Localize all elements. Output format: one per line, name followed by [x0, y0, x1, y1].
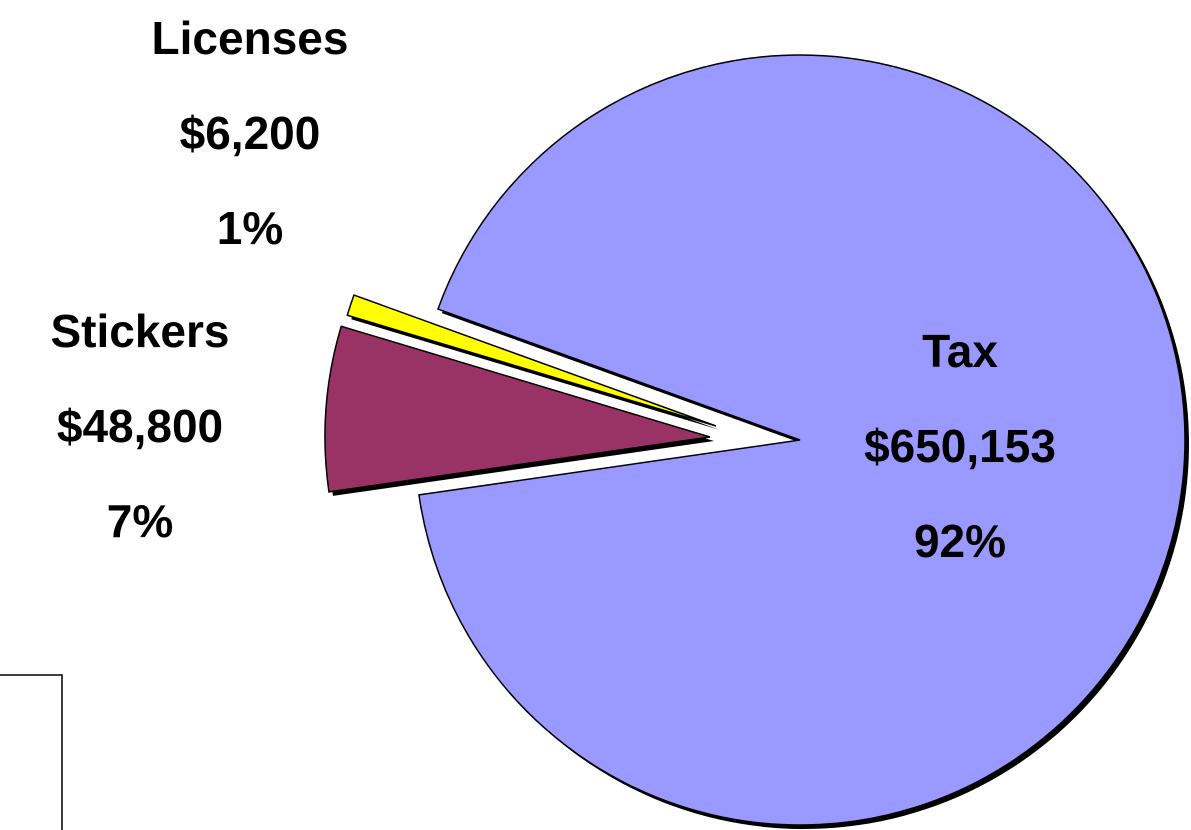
cropped-box	[0, 674, 63, 830]
slice-label: Licenses	[152, 12, 349, 64]
slice-label: Tax	[922, 325, 998, 377]
slice	[324, 325, 711, 493]
slice	[418, 54, 1186, 826]
slice-label: Stickers	[50, 305, 229, 357]
slice-percent-label: 1%	[217, 202, 283, 254]
slice-value-label: $6,200	[180, 107, 321, 159]
slice	[346, 294, 717, 427]
slice-percent-label: 92%	[914, 515, 1006, 567]
slice-percent-label: 7%	[107, 495, 173, 547]
slice-value-label: $48,800	[57, 400, 223, 452]
slice-value-label: $650,153	[864, 420, 1056, 472]
